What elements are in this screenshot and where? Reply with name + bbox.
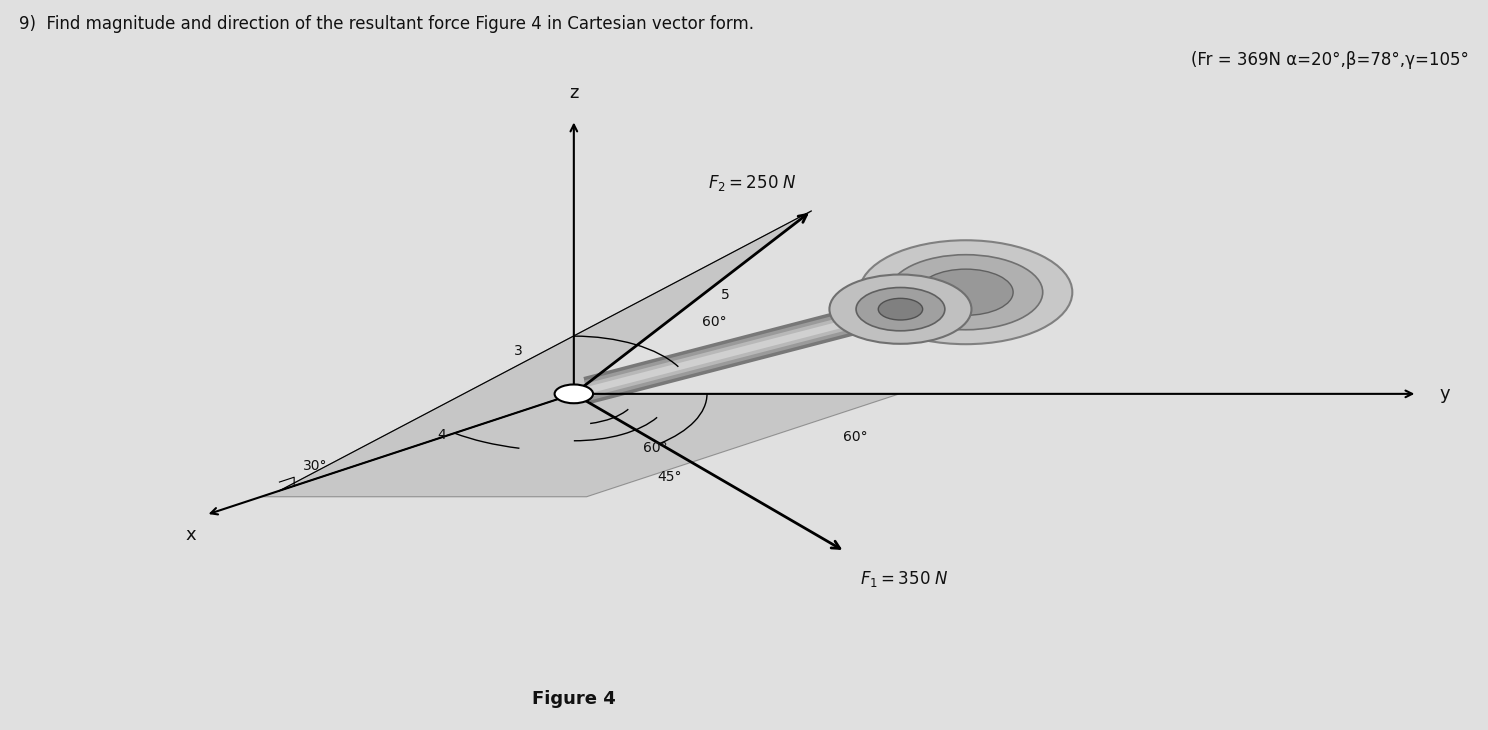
Text: x: x <box>186 526 196 544</box>
Text: Figure 4: Figure 4 <box>533 690 616 708</box>
Text: 60°: 60° <box>643 441 668 455</box>
Circle shape <box>555 385 594 403</box>
Text: 30°: 30° <box>302 459 327 473</box>
Circle shape <box>878 299 923 320</box>
Text: 3: 3 <box>515 344 524 358</box>
Text: 5: 5 <box>720 288 729 302</box>
Text: z: z <box>568 84 579 101</box>
Circle shape <box>859 240 1073 344</box>
Text: $F_2 = 250$ N: $F_2 = 250$ N <box>708 173 796 193</box>
Text: 60°: 60° <box>702 315 726 328</box>
Text: 45°: 45° <box>658 470 683 484</box>
Text: 60°: 60° <box>842 430 868 444</box>
Circle shape <box>829 274 972 344</box>
Text: $F_1 = 350$ N: $F_1 = 350$ N <box>860 569 948 589</box>
Polygon shape <box>280 211 811 491</box>
Text: 9)  Find magnitude and direction of the resultant force Figure 4 in Cartesian ve: 9) Find magnitude and direction of the r… <box>19 15 754 33</box>
Circle shape <box>888 255 1043 330</box>
Text: (Fr = 369N α=20°,β=78°,γ=105°: (Fr = 369N α=20°,β=78°,γ=105° <box>1192 51 1469 69</box>
Text: 4: 4 <box>437 428 446 442</box>
Polygon shape <box>260 394 899 497</box>
Circle shape <box>918 269 1013 315</box>
Circle shape <box>856 288 945 331</box>
Text: y: y <box>1439 385 1451 403</box>
